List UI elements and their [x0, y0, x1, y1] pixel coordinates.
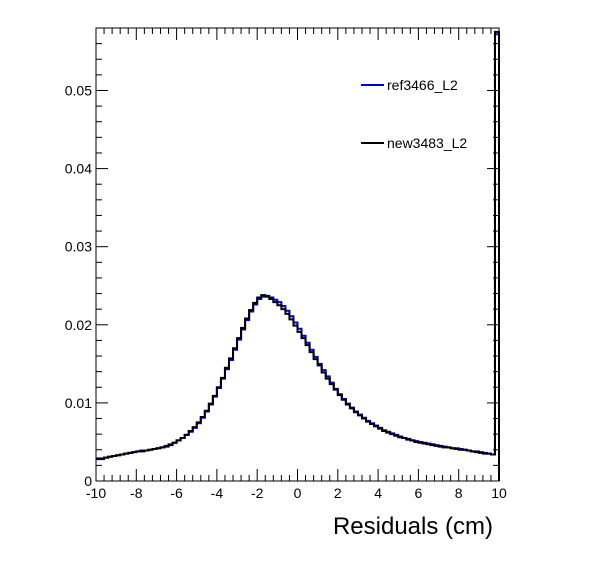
- x-tick-label: 8: [455, 485, 463, 501]
- y-tick-label: 0.05: [65, 82, 92, 98]
- y-tick-label: 0.03: [65, 239, 92, 255]
- x-tick-label: 6: [415, 485, 423, 501]
- y-tick-label: 0: [84, 473, 92, 489]
- x-tick-label: 4: [374, 485, 382, 501]
- y-tick-label: 0.01: [65, 395, 92, 411]
- x-tick-label: -2: [251, 485, 264, 501]
- x-tick-label: 2: [334, 485, 342, 501]
- x-tick-label: 10: [491, 485, 507, 501]
- y-axis: 0 0.01 0.02 0.03 0.04 0.05: [65, 27, 499, 489]
- x-tick-label: -4: [211, 485, 224, 501]
- x-tick-label: -10: [86, 485, 106, 501]
- x-tick-label: -6: [170, 485, 183, 501]
- x-axis-title: Residuals (cm): [333, 513, 493, 540]
- series-layer: [96, 30, 500, 481]
- y-tick-label: 0.04: [65, 161, 92, 177]
- y-tick-label: 0.02: [65, 317, 92, 333]
- legend-label-ref3466: ref3466_L2: [387, 77, 458, 93]
- legend: ref3466_L2 new3483_L2: [356, 58, 480, 180]
- x-tick-label: -8: [130, 485, 143, 501]
- series-line-new3483_L2: [96, 30, 500, 481]
- legend-box: [356, 58, 480, 180]
- legend-label-new3483: new3483_L2: [387, 135, 467, 151]
- x-tick-label: 0: [294, 485, 302, 501]
- x-axis: -10 -8 -6 -4 -2 0 2 4 6 8 10: [86, 28, 507, 501]
